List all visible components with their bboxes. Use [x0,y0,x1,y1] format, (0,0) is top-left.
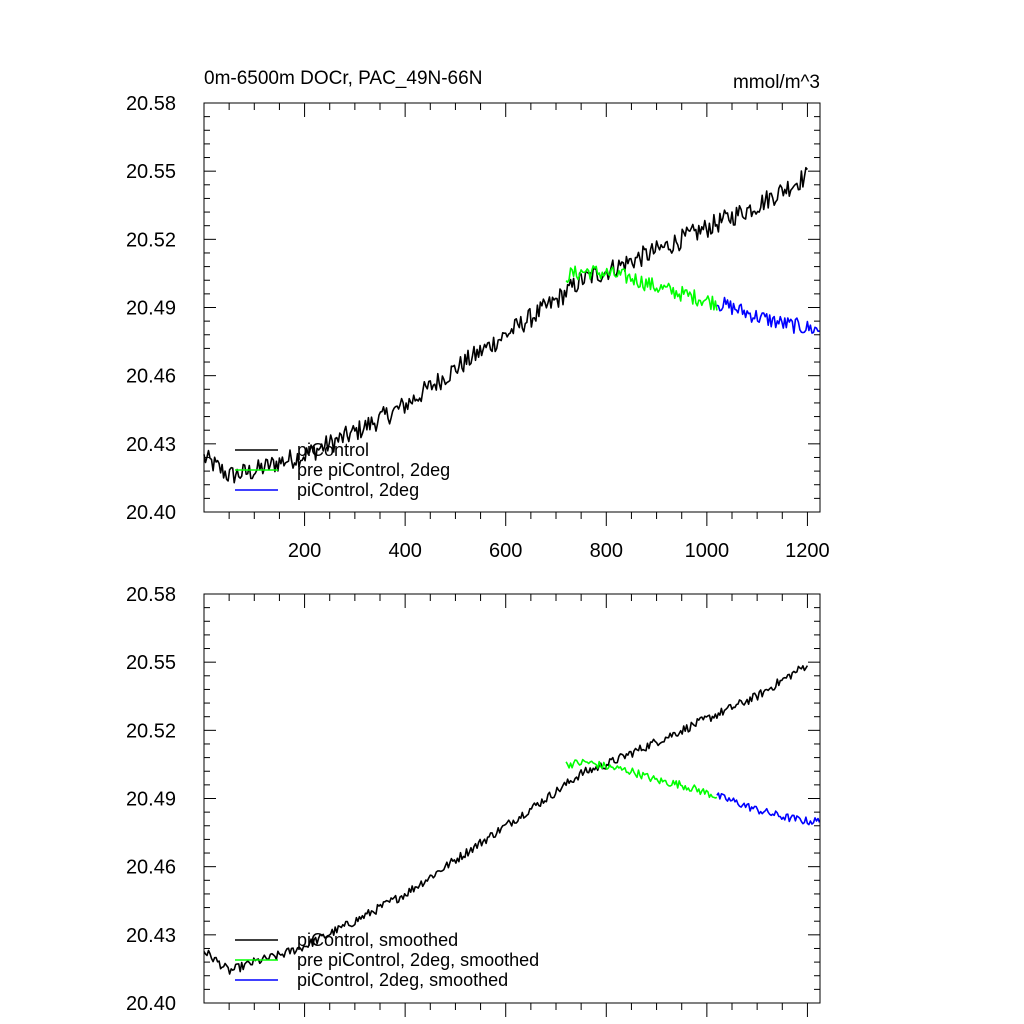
legend-label: piControl [297,440,369,460]
y-tick-label: 20.55 [126,161,176,183]
y-tick-label: 20.43 [126,925,176,947]
legend-label: pre piControl, 2deg [297,460,450,480]
y-tick-label: 20.46 [126,857,176,879]
y-tick-label: 20.58 [126,93,176,115]
x-tick-label: 800 [590,540,623,562]
x-tick-label: 400 [388,540,421,562]
bottom-axis-ticks: 20.40 20.43 20.46 20.49 20.52 20.55 20.58 [126,584,820,1017]
series-line-picontrol-smoothed [203,665,809,975]
series-line-picontrol-2deg-smoothed [716,792,821,826]
bottom-panel: 20.40 20.43 20.46 20.49 20.52 20.55 20.58 piCo… [126,584,821,1017]
y-tick-label: 20.52 [126,720,176,742]
legend-label: piControl, smoothed [297,930,458,950]
top-plot-frame [203,102,821,513]
bottom-plot-frame [203,593,821,1004]
top-series-layer [203,166,820,484]
y-tick-label: 20.40 [126,993,176,1015]
x-tick-label: 1200 [785,540,830,562]
legend-label: pre piControl, 2deg, smoothed [297,950,539,970]
series-line-picontrol [203,166,809,484]
y-tick-label: 20.55 [126,652,176,674]
chart-title: 0m-6500m DOCr, PAC_49N-66N [204,68,482,89]
y-tick-label: 20.43 [126,434,176,456]
y-tick-label: 20.58 [126,584,176,606]
series-line-pre-picontrol-2deg [565,265,718,311]
bottom-series-layer [203,665,821,975]
top-panel: 0m-6500m DOCr, PAC_49N-66N mmol/m^3 20.4… [126,68,830,562]
series-line-picontrol-2deg [716,296,820,334]
legend-label: piControl, 2deg, smoothed [297,970,508,990]
series-line-pre-picontrol-2deg-smoothed [565,758,718,799]
y-tick-label: 20.40 [126,502,176,524]
x-tick-label: 200 [288,540,321,562]
x-tick-label: 1000 [685,540,730,562]
top-axis-ticks: 20.40 20.43 20.46 20.49 20.52 20.55 20.58 200 40… [126,93,830,562]
y-tick-label: 20.52 [126,229,176,251]
y-tick-label: 20.46 [126,366,176,388]
y-tick-label: 20.49 [126,298,176,320]
y-tick-label: 20.49 [126,789,176,811]
x-tick-label: 600 [489,540,522,562]
units-label: mmol/m^3 [733,72,820,93]
legend-label: piControl, 2deg [297,480,419,500]
